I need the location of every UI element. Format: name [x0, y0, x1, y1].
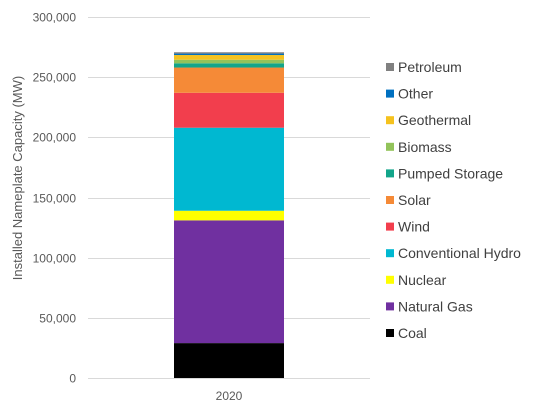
- bar-segment-pumped-storage: [174, 63, 284, 68]
- legend-swatch: [386, 302, 394, 311]
- bar-segment-other: [174, 53, 284, 56]
- bar-segment-nuclear: [174, 210, 284, 221]
- bar-segment-geothermal: [174, 55, 284, 60]
- legend-label: Solar: [398, 192, 431, 208]
- legend-label: Natural Gas: [398, 298, 473, 314]
- legend-label: Other: [398, 86, 433, 102]
- y-tick-label: 100,000: [33, 252, 77, 266]
- legend-label: Pumped Storage: [398, 165, 503, 181]
- legend-swatch: [386, 116, 394, 125]
- legend-swatch: [386, 63, 394, 71]
- axes: Installed Nameplate Capacity (MW) 0 50,00…: [10, 11, 243, 404]
- bar-segment-wind: [174, 92, 284, 128]
- y-tick-label: 300,000: [33, 11, 77, 25]
- legend-swatch: [386, 329, 394, 337]
- legend-swatch: [386, 275, 394, 284]
- legend-swatch: [386, 89, 394, 98]
- legend-label: Coal: [398, 325, 427, 341]
- legend-label: Biomass: [398, 139, 452, 155]
- legend-label: Conventional Hydro: [398, 245, 521, 261]
- legend: Petroleum Other Geothermal Biomass Pumped St…: [386, 59, 521, 341]
- legend-swatch: [386, 142, 394, 151]
- bar-segment-petroleum: [174, 52, 284, 54]
- bar-segment-coal: [174, 343, 284, 378]
- y-axis-title: Installed Nameplate Capacity (MW): [10, 76, 25, 280]
- legend-swatch: [386, 196, 394, 204]
- bar-segment-solar: [174, 67, 284, 93]
- legend-swatch: [386, 249, 394, 258]
- legend-swatch: [386, 222, 394, 231]
- y-tick-label: 50,000: [39, 312, 76, 326]
- bar-segment-conventional-hydro: [174, 127, 284, 211]
- legend-label: Petroleum: [398, 59, 462, 75]
- bar-stack: [174, 52, 284, 378]
- y-tick-label: 250,000: [33, 71, 77, 85]
- legend-label: Nuclear: [398, 272, 447, 288]
- bar-segment-biomass: [174, 59, 284, 64]
- bar-segment-natural-gas: [174, 220, 284, 344]
- y-tick-label: 200,000: [33, 131, 77, 145]
- y-tick-label: 150,000: [33, 192, 77, 206]
- legend-label: Wind: [398, 219, 430, 235]
- legend-swatch: [386, 169, 394, 178]
- x-tick-label: 2020: [216, 389, 243, 403]
- legend-label: Geothermal: [398, 112, 471, 128]
- y-tick-label: 0: [69, 372, 76, 386]
